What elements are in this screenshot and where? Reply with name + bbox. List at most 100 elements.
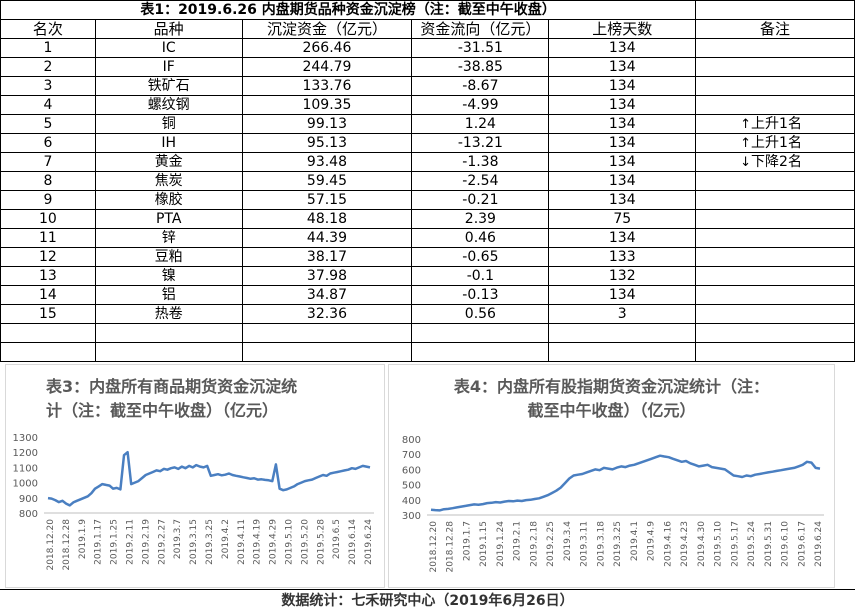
table-title[interactable]: 表1：2019.6.26 内盘期货品种资金沉淀榜（注：截至中午收盘） [0, 0, 697, 20]
cell-days-on-list[interactable]: 134 [548, 57, 697, 77]
cell-rank[interactable]: 11 [0, 228, 96, 248]
cell-settled-funds[interactable]: 44.39 [241, 228, 413, 248]
cell-settled-funds[interactable]: 37.98 [241, 266, 413, 286]
cell-fund-flow[interactable]: -8.67 [411, 76, 550, 96]
cell-days-on-list[interactable]: 134 [548, 133, 697, 153]
cell-rank[interactable]: 6 [0, 133, 96, 153]
cell-settled-funds[interactable]: 266.46 [241, 38, 413, 58]
empty-cell[interactable] [411, 342, 550, 362]
cell-variety[interactable]: 螺纹钢 [94, 95, 243, 115]
cell-variety[interactable]: 锌 [94, 228, 243, 248]
cell-days-on-list[interactable]: 134 [548, 190, 697, 210]
cell-variety[interactable]: 铁矿石 [94, 76, 243, 96]
cell-notes[interactable]: ↑上升1名 [695, 133, 855, 153]
cell-variety[interactable]: 焦炭 [94, 171, 243, 191]
cell-fund-flow[interactable]: -0.65 [411, 247, 550, 267]
cell-notes[interactable] [695, 304, 855, 324]
cell-fund-flow[interactable]: 2.39 [411, 209, 550, 229]
cell-fund-flow[interactable]: -1.38 [411, 152, 550, 172]
cell-notes[interactable] [695, 228, 855, 248]
cell-notes[interactable] [695, 57, 855, 77]
header-fund-flow[interactable]: 资金流向（亿元） [411, 19, 550, 39]
cell-fund-flow[interactable]: -13.21 [411, 133, 550, 153]
empty-cell[interactable] [0, 342, 96, 362]
cell-variety[interactable]: IC [94, 38, 243, 58]
cell-settled-funds[interactable]: 57.15 [241, 190, 413, 210]
cell-rank[interactable]: 12 [0, 247, 96, 267]
header-notes[interactable]: 备注 [695, 19, 855, 39]
cell-settled-funds[interactable]: 133.76 [241, 76, 413, 96]
empty-cell[interactable] [695, 342, 855, 362]
cell-settled-funds[interactable]: 32.36 [241, 304, 413, 324]
cell-settled-funds[interactable]: 93.48 [241, 152, 413, 172]
cell-rank[interactable]: 7 [0, 152, 96, 172]
header-variety[interactable]: 品种 [94, 19, 243, 39]
cell-notes[interactable] [695, 76, 855, 96]
commodity-chart-panel[interactable]: 表3：内盘所有商品期货资金沉淀统 计（注：截至中午收盘）（亿元） 800 900 1… [5, 364, 385, 588]
cell-fund-flow[interactable]: 0.46 [411, 228, 550, 248]
empty-cell[interactable] [94, 342, 243, 362]
header-settled-funds[interactable]: 沉淀资金（亿元） [241, 19, 413, 39]
cell-notes[interactable] [695, 190, 855, 210]
cell-notes[interactable]: ↓下降2名 [695, 152, 855, 172]
cell-days-on-list[interactable]: 132 [548, 266, 697, 286]
cell-variety[interactable]: IF [94, 57, 243, 77]
cell-variety[interactable]: 黄金 [94, 152, 243, 172]
cell-variety[interactable]: 铜 [94, 114, 243, 134]
cell-rank[interactable]: 9 [0, 190, 96, 210]
cell-rank[interactable]: 10 [0, 209, 96, 229]
cell-variety[interactable]: PTA [94, 209, 243, 229]
cell-settled-funds[interactable]: 99.13 [241, 114, 413, 134]
empty-cell[interactable] [695, 323, 855, 343]
empty-cell[interactable] [411, 323, 550, 343]
cell-settled-funds[interactable]: 34.87 [241, 285, 413, 305]
cell-variety[interactable]: 铝 [94, 285, 243, 305]
cell-fund-flow[interactable]: -38.85 [411, 57, 550, 77]
cell-rank[interactable]: 14 [0, 285, 96, 305]
cell-rank[interactable]: 3 [0, 76, 96, 96]
cell-days-on-list[interactable]: 134 [548, 76, 697, 96]
cell-variety[interactable]: 热卷 [94, 304, 243, 324]
cell-notes[interactable]: ↑上升1名 [695, 114, 855, 134]
cell-notes[interactable] [695, 209, 855, 229]
cell-variety[interactable]: 镍 [94, 266, 243, 286]
cell-rank[interactable]: 1 [0, 38, 96, 58]
empty-cell[interactable] [241, 342, 413, 362]
cell-rank[interactable]: 8 [0, 171, 96, 191]
cell-days-on-list[interactable]: 134 [548, 114, 697, 134]
cell-fund-flow[interactable]: -4.99 [411, 95, 550, 115]
cell-fund-flow[interactable]: -0.21 [411, 190, 550, 210]
empty-cell[interactable] [548, 342, 697, 362]
cell-days-on-list[interactable]: 134 [548, 228, 697, 248]
table-title-blank[interactable] [695, 0, 855, 20]
header-rank[interactable]: 名次 [0, 19, 96, 39]
cell-notes[interactable] [695, 247, 855, 267]
cell-notes[interactable] [695, 285, 855, 305]
cell-rank[interactable]: 15 [0, 304, 96, 324]
cell-fund-flow[interactable]: 0.56 [411, 304, 550, 324]
header-days-on-list[interactable]: 上榜天数 [548, 19, 697, 39]
cell-settled-funds[interactable]: 244.79 [241, 57, 413, 77]
cell-fund-flow[interactable]: -31.51 [411, 38, 550, 58]
cell-fund-flow[interactable]: 1.24 [411, 114, 550, 134]
empty-cell[interactable] [0, 323, 96, 343]
cell-rank[interactable]: 5 [0, 114, 96, 134]
cell-rank[interactable]: 13 [0, 266, 96, 286]
cell-variety[interactable]: IH [94, 133, 243, 153]
cell-settled-funds[interactable]: 48.18 [241, 209, 413, 229]
cell-variety[interactable]: 豆粕 [94, 247, 243, 267]
cell-settled-funds[interactable]: 109.35 [241, 95, 413, 115]
cell-notes[interactable] [695, 266, 855, 286]
cell-days-on-list[interactable]: 134 [548, 152, 697, 172]
empty-cell[interactable] [548, 323, 697, 343]
cell-rank[interactable]: 4 [0, 95, 96, 115]
index-chart-panel[interactable]: 表4：内盘所有股指期货资金沉淀统计（注： 截至中午收盘）（亿元） 300 400 5… [388, 364, 835, 588]
cell-fund-flow[interactable]: -0.1 [411, 266, 550, 286]
cell-days-on-list[interactable]: 134 [548, 171, 697, 191]
cell-rank[interactable]: 2 [0, 57, 96, 77]
cell-days-on-list[interactable]: 134 [548, 285, 697, 305]
empty-cell[interactable] [241, 323, 413, 343]
cell-variety[interactable]: 橡胶 [94, 190, 243, 210]
cell-days-on-list[interactable]: 134 [548, 38, 697, 58]
cell-days-on-list[interactable]: 3 [548, 304, 697, 324]
